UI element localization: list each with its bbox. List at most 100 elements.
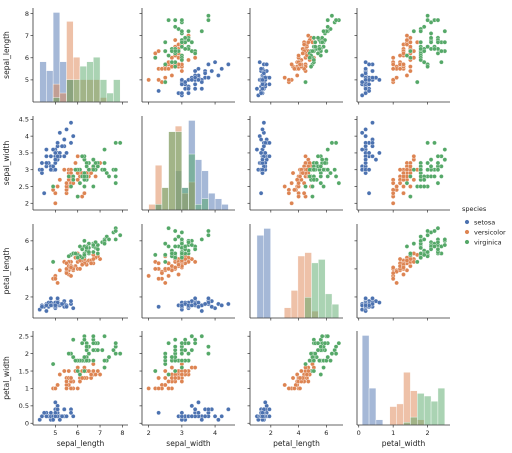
point-virginica: [428, 31, 434, 36]
y-tick-label: 0: [25, 420, 29, 428]
point-virginica: [86, 167, 92, 172]
point-virginica: [310, 194, 315, 199]
point-virginica: [91, 167, 96, 172]
point-virginica: [421, 48, 427, 54]
point-virginica: [82, 252, 87, 258]
x-tick-label: 8: [120, 429, 124, 437]
point-setosa: [179, 90, 185, 96]
point-virginica: [102, 358, 107, 363]
point-setosa: [179, 410, 185, 416]
point-virginica: [333, 140, 339, 146]
point-virginica: [425, 249, 430, 255]
point-setosa: [219, 66, 224, 72]
point-virginica: [113, 340, 118, 346]
point-virginica: [162, 40, 168, 45]
point-versicolor: [156, 375, 161, 381]
hist-bar-versicolor: [290, 290, 299, 319]
point-setosa: [44, 303, 49, 308]
point-virginica: [418, 28, 423, 34]
point-virginica: [418, 255, 423, 260]
point-versicolor: [306, 379, 311, 384]
point-virginica: [166, 225, 171, 231]
point-virginica: [179, 255, 185, 260]
point-setosa: [206, 296, 211, 301]
point-virginica: [318, 174, 324, 179]
point-versicolor: [404, 37, 410, 43]
point-virginica: [104, 170, 110, 176]
point-versicolor: [192, 55, 198, 61]
y-axis-title-petal_width: petal_width: [2, 356, 11, 400]
point-virginica: [332, 167, 337, 172]
point-virginica: [70, 354, 76, 360]
hist-bar-versicolor: [297, 255, 305, 319]
point-virginica: [325, 147, 331, 152]
point-virginica: [432, 228, 437, 234]
hist-bar-virginica: [423, 395, 432, 426]
point-versicolor: [156, 261, 161, 266]
point-setosa: [55, 407, 60, 412]
point-versicolor: [62, 368, 67, 374]
point-virginica: [113, 351, 118, 356]
point-virginica: [169, 59, 175, 65]
point-virginica: [113, 174, 118, 179]
x-tick-label: 5: [53, 429, 57, 437]
point-virginica: [428, 246, 434, 252]
hist-bar-virginica: [430, 401, 439, 426]
point-virginica: [329, 351, 335, 356]
point-virginica: [93, 160, 98, 166]
point-virginica: [66, 174, 72, 179]
point-versicolor: [55, 280, 60, 286]
point-virginica: [179, 44, 185, 49]
point-setosa: [62, 154, 67, 159]
y-tick-label: 3.5: [19, 149, 29, 157]
point-virginica: [435, 225, 441, 231]
point-virginica: [70, 177, 76, 183]
x-tick-label: 4: [213, 429, 217, 437]
point-virginica: [169, 251, 175, 256]
point-setosa: [68, 140, 74, 146]
point-virginica: [425, 13, 430, 19]
point-virginica: [179, 17, 185, 23]
point-setosa: [179, 77, 185, 83]
hist-bar-virginica: [99, 79, 107, 103]
point-setosa: [59, 301, 65, 307]
hist-bar-setosa: [368, 387, 377, 426]
x-tick-label: 2: [147, 429, 151, 437]
point-virginica: [182, 347, 188, 353]
point-virginica: [308, 64, 314, 69]
point-virginica: [408, 48, 413, 54]
y-tick-label: 2: [25, 200, 29, 208]
hist-bar-virginica: [331, 304, 340, 319]
point-virginica: [66, 351, 72, 356]
point-versicolor: [88, 261, 94, 266]
point-virginica: [428, 35, 434, 41]
point-virginica: [91, 184, 96, 189]
point-versicolor: [282, 75, 287, 80]
point-versicolor: [297, 174, 303, 179]
point-setosa: [359, 79, 365, 85]
hist-bar-virginica: [106, 92, 114, 103]
hist-bar-setosa: [214, 198, 222, 211]
point-virginica: [162, 48, 168, 54]
point-virginica: [315, 154, 321, 159]
y-tick-label: 2: [25, 293, 29, 301]
point-setosa: [363, 70, 368, 76]
point-setosa: [44, 147, 49, 152]
point-versicolor: [408, 44, 413, 49]
point-versicolor: [166, 266, 171, 272]
point-versicolor: [64, 180, 69, 186]
point-virginica: [328, 358, 333, 363]
point-versicolor: [179, 379, 185, 384]
point-virginica: [166, 372, 171, 377]
point-versicolor: [57, 177, 63, 183]
point-virginica: [315, 51, 321, 56]
x-axis-title-sepal_width: sepal_width: [166, 439, 211, 448]
point-versicolor: [146, 77, 151, 83]
point-versicolor: [179, 372, 185, 377]
x-axis-title-petal_length: petal_length: [273, 439, 320, 448]
point-setosa: [192, 82, 198, 87]
point-versicolor: [401, 265, 406, 270]
point-setosa: [366, 167, 372, 172]
hist-bar-virginica: [168, 131, 176, 211]
point-virginica: [319, 40, 325, 45]
